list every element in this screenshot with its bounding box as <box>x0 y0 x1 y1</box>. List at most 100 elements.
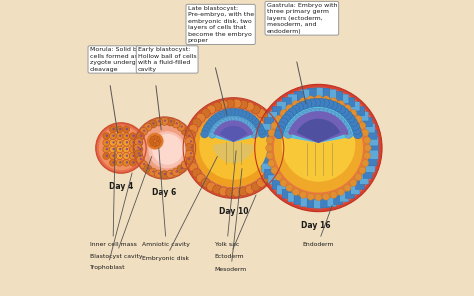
Text: Day 16: Day 16 <box>301 221 330 229</box>
Circle shape <box>213 185 222 194</box>
FancyBboxPatch shape <box>356 180 365 189</box>
Circle shape <box>313 108 320 115</box>
Circle shape <box>276 126 284 135</box>
FancyBboxPatch shape <box>314 88 323 97</box>
Circle shape <box>134 144 142 152</box>
Circle shape <box>103 139 109 146</box>
Circle shape <box>249 115 256 123</box>
Circle shape <box>175 170 178 173</box>
Circle shape <box>320 99 329 107</box>
Text: Inner cell mass: Inner cell mass <box>90 148 137 247</box>
Circle shape <box>181 167 183 170</box>
Circle shape <box>337 118 345 125</box>
FancyBboxPatch shape <box>346 189 355 198</box>
FancyBboxPatch shape <box>351 185 360 194</box>
Wedge shape <box>219 126 247 142</box>
Circle shape <box>190 152 192 155</box>
Circle shape <box>364 152 371 159</box>
Circle shape <box>112 128 115 130</box>
FancyBboxPatch shape <box>301 197 310 207</box>
Circle shape <box>188 158 191 160</box>
Circle shape <box>112 141 115 144</box>
FancyBboxPatch shape <box>301 89 310 99</box>
Circle shape <box>160 117 169 125</box>
Circle shape <box>267 97 369 199</box>
Text: Endoderm: Endoderm <box>302 205 334 247</box>
Circle shape <box>132 161 135 164</box>
Circle shape <box>224 109 232 116</box>
Circle shape <box>284 131 292 139</box>
Circle shape <box>258 87 379 209</box>
Circle shape <box>340 121 347 128</box>
Circle shape <box>272 130 281 139</box>
Circle shape <box>277 122 286 131</box>
Circle shape <box>192 118 201 128</box>
Circle shape <box>112 134 115 137</box>
Circle shape <box>177 123 185 131</box>
Circle shape <box>248 126 255 132</box>
FancyBboxPatch shape <box>334 91 343 101</box>
Circle shape <box>132 148 135 150</box>
FancyBboxPatch shape <box>366 163 375 172</box>
Circle shape <box>152 170 155 173</box>
Circle shape <box>225 117 232 123</box>
Circle shape <box>126 134 128 137</box>
Circle shape <box>255 84 382 212</box>
Circle shape <box>137 146 139 149</box>
Circle shape <box>106 155 108 157</box>
Circle shape <box>164 173 166 175</box>
Circle shape <box>208 118 216 125</box>
Circle shape <box>158 120 160 123</box>
Circle shape <box>239 110 246 117</box>
Circle shape <box>109 126 116 133</box>
Circle shape <box>116 139 123 146</box>
Text: Day 4: Day 4 <box>109 182 133 191</box>
Circle shape <box>359 167 366 174</box>
Circle shape <box>136 146 143 153</box>
Circle shape <box>166 118 174 126</box>
Circle shape <box>257 127 265 134</box>
Circle shape <box>103 133 109 139</box>
Circle shape <box>265 144 273 152</box>
Circle shape <box>112 148 115 150</box>
Circle shape <box>286 104 293 112</box>
Circle shape <box>137 132 145 140</box>
Circle shape <box>133 117 196 179</box>
Circle shape <box>353 126 361 135</box>
Circle shape <box>137 156 145 164</box>
Circle shape <box>183 98 284 198</box>
FancyBboxPatch shape <box>258 143 267 153</box>
Text: Blastocyst cavity: Blastocyst cavity <box>90 157 152 258</box>
Circle shape <box>269 163 278 172</box>
Wedge shape <box>212 142 255 163</box>
Circle shape <box>157 139 161 143</box>
FancyBboxPatch shape <box>366 124 375 133</box>
Circle shape <box>186 157 195 166</box>
Circle shape <box>271 122 278 129</box>
Circle shape <box>206 120 213 128</box>
Circle shape <box>342 124 349 131</box>
Circle shape <box>119 134 121 137</box>
Circle shape <box>244 121 251 128</box>
FancyBboxPatch shape <box>262 163 271 172</box>
Circle shape <box>147 125 150 128</box>
FancyBboxPatch shape <box>277 102 286 111</box>
Circle shape <box>246 113 253 120</box>
Circle shape <box>344 111 352 120</box>
Circle shape <box>235 117 242 123</box>
Circle shape <box>331 113 339 120</box>
Circle shape <box>328 111 335 118</box>
Circle shape <box>220 110 228 117</box>
Circle shape <box>175 122 178 125</box>
Circle shape <box>279 118 288 127</box>
Circle shape <box>116 126 123 133</box>
Circle shape <box>109 159 116 166</box>
Circle shape <box>190 140 192 143</box>
Circle shape <box>164 120 166 122</box>
Circle shape <box>123 126 130 133</box>
FancyBboxPatch shape <box>264 118 273 127</box>
Circle shape <box>231 108 239 116</box>
Circle shape <box>119 155 121 157</box>
Circle shape <box>226 99 235 108</box>
Circle shape <box>155 136 160 141</box>
